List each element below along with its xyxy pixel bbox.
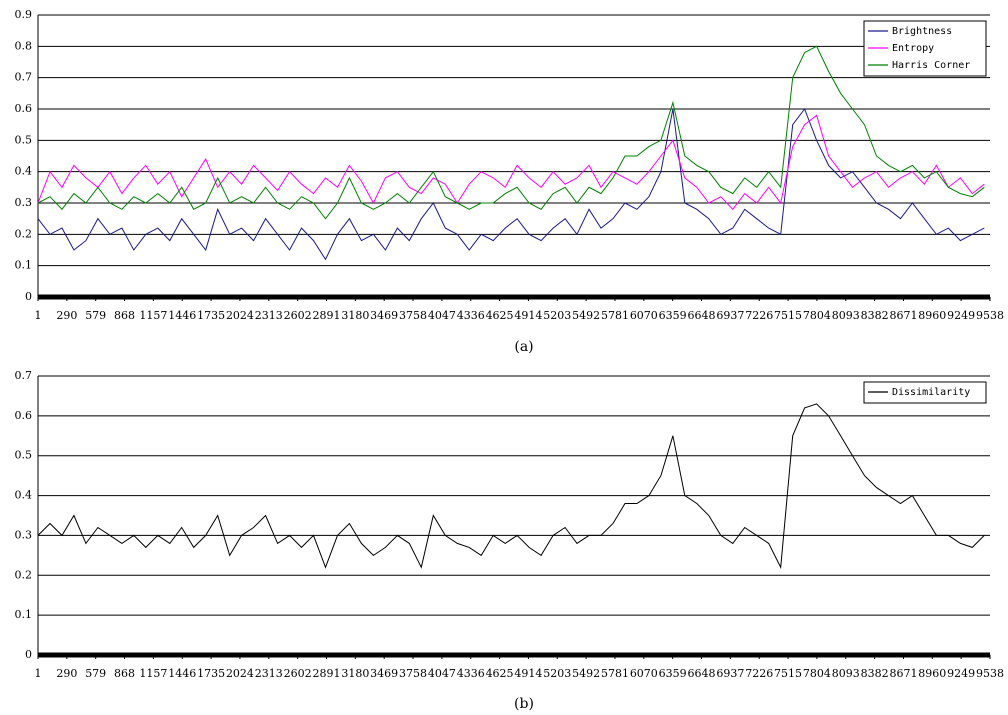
- x-tick-label: 5781: [601, 667, 629, 680]
- caption: (a): [514, 339, 533, 355]
- x-tick-label: 2602: [284, 667, 312, 680]
- x-tick-label: 4625: [486, 309, 514, 322]
- x-tick-label: 2024: [226, 309, 254, 322]
- y-tick-label: 0.6: [15, 409, 33, 422]
- y-tick-label: 0: [25, 290, 32, 303]
- x-tick-label: 9249: [947, 309, 975, 322]
- y-tick-label: 0: [25, 648, 32, 661]
- x-tick-label: 1157: [139, 667, 167, 680]
- x-tick-label: 4336: [457, 667, 485, 680]
- legend-label: Harris Corner: [892, 60, 970, 71]
- x-tick-label: 4625: [486, 667, 514, 680]
- series-line: [37, 114, 985, 211]
- legend-box: [863, 381, 987, 404]
- series-line: [37, 107, 985, 261]
- legend-label: Dissimilarity: [892, 387, 970, 398]
- x-tick-label: 7804: [803, 667, 831, 680]
- y-tick-label: 0.7: [15, 71, 33, 84]
- y-tick-label: 0.7: [15, 369, 33, 382]
- y-tick-label: 0.3: [15, 196, 33, 209]
- x-tick-label: 9538: [976, 309, 1004, 322]
- x-tick-label: 9538: [976, 667, 1004, 680]
- x-tick-label: 7804: [803, 309, 831, 322]
- y-tick-label: 0.2: [15, 227, 33, 240]
- x-tick-label: 5492: [572, 667, 600, 680]
- x-tick-label: 2024: [226, 667, 254, 680]
- legend-label: Entropy: [892, 43, 934, 54]
- x-tick-label: 868: [114, 667, 135, 680]
- legend-label: Brightness: [892, 26, 952, 37]
- y-tick-label: 0.4: [15, 165, 33, 178]
- x-tick-label: 3180: [341, 309, 369, 322]
- y-tick-label: 0.5: [15, 133, 33, 146]
- x-tick-label: 6937: [716, 309, 744, 322]
- y-tick-label: 0.3: [15, 528, 33, 541]
- x-tick-label: 7226: [745, 309, 773, 322]
- y-tick-label: 0.9: [15, 8, 33, 21]
- x-tick-label: 2313: [255, 309, 283, 322]
- x-tick-label: 8382: [861, 667, 889, 680]
- x-tick-label: 2602: [284, 309, 312, 322]
- y-tick-label: 0.1: [15, 259, 33, 272]
- x-tick-label: 1735: [197, 309, 225, 322]
- x-tick-label: 1446: [168, 309, 196, 322]
- x-tick-label: 2891: [312, 667, 340, 680]
- x-tick-label: 2313: [255, 667, 283, 680]
- series-line: [37, 45, 985, 220]
- x-tick-label: 3469: [370, 309, 398, 322]
- x-tick-label: 1446: [168, 667, 196, 680]
- series-line: [37, 403, 985, 570]
- x-tick-label: 5492: [572, 309, 600, 322]
- x-tick-label: 6070: [630, 309, 658, 322]
- x-tick-label: 1: [35, 667, 42, 680]
- x-tick-label: 579: [85, 309, 106, 322]
- x-tick-label: 5203: [543, 309, 571, 322]
- caption: (b): [514, 696, 534, 712]
- x-tick-label: 7226: [745, 667, 773, 680]
- x-tick-label: 4914: [514, 309, 542, 322]
- x-tick-label: 9249: [947, 667, 975, 680]
- x-tick-label: 290: [56, 309, 77, 322]
- x-tick-label: 5203: [543, 667, 571, 680]
- x-tick-label: 5781: [601, 309, 629, 322]
- y-tick-label: 0.8: [15, 39, 33, 52]
- x-tick-label: 579: [85, 667, 106, 680]
- x-tick-label: 8671: [889, 667, 917, 680]
- x-tick-label: 8093: [832, 667, 860, 680]
- x-tick-label: 4914: [514, 667, 542, 680]
- x-tick-label: 4336: [457, 309, 485, 322]
- x-tick-label: 2891: [312, 309, 340, 322]
- x-tick-label: 1: [35, 309, 42, 322]
- y-tick-label: 0.5: [15, 449, 33, 462]
- x-tick-label: 7515: [774, 309, 802, 322]
- x-tick-label: 3469: [370, 667, 398, 680]
- x-tick-label: 6359: [659, 309, 687, 322]
- x-tick-label: 6648: [688, 309, 716, 322]
- x-tick-label: 6937: [716, 667, 744, 680]
- x-tick-label: 3758: [399, 309, 427, 322]
- x-tick-label: 8960: [918, 309, 946, 322]
- x-tick-label: 3180: [341, 667, 369, 680]
- x-tick-label: 1735: [197, 667, 225, 680]
- x-tick-label: 6648: [688, 667, 716, 680]
- y-tick-label: 0.6: [15, 102, 33, 115]
- x-tick-label: 290: [56, 667, 77, 680]
- x-tick-label: 8382: [861, 309, 889, 322]
- x-tick-label: 4047: [428, 309, 456, 322]
- x-tick-label: 7515: [774, 667, 802, 680]
- x-tick-label: 4047: [428, 667, 456, 680]
- y-tick-label: 0.2: [15, 568, 33, 581]
- x-tick-label: 6070: [630, 667, 658, 680]
- x-tick-label: 868: [114, 309, 135, 322]
- x-tick-label: 1157: [139, 309, 167, 322]
- x-tick-label: 8671: [889, 309, 917, 322]
- y-tick-label: 0.4: [15, 489, 33, 502]
- x-tick-label: 3758: [399, 667, 427, 680]
- x-tick-label: 6359: [659, 667, 687, 680]
- y-tick-label: 0.1: [15, 608, 33, 621]
- x-tick-label: 8093: [832, 309, 860, 322]
- x-tick-label: 8960: [918, 667, 946, 680]
